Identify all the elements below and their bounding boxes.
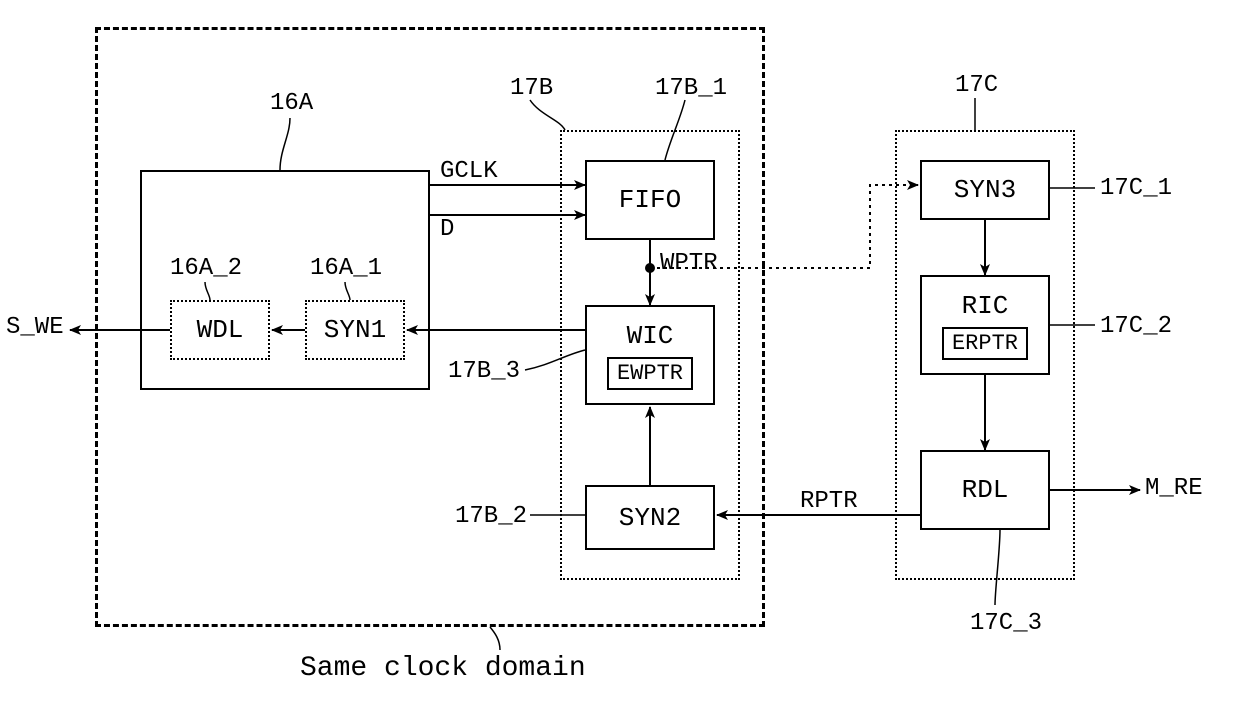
signal-RPTR: RPTR bbox=[800, 488, 858, 515]
ref-17B_3: 17B_3 bbox=[448, 358, 520, 385]
ref-17B_1: 17B_1 bbox=[655, 75, 727, 102]
label-SYN3: SYN3 bbox=[954, 175, 1016, 205]
block-16A-1: SYN1 bbox=[305, 300, 405, 360]
ref-16A: 16A bbox=[270, 90, 313, 117]
signal-D: D bbox=[440, 216, 454, 243]
label-EWPTR: EWPTR bbox=[607, 357, 693, 390]
diagram-canvas: WDL SYN1 FIFO WIC EWPTR SYN2 SYN3 RIC ER… bbox=[0, 0, 1239, 719]
label-FIFO: FIFO bbox=[619, 185, 681, 215]
label-SYN2: SYN2 bbox=[619, 503, 681, 533]
block-17B-2: SYN2 bbox=[585, 485, 715, 550]
label-SYN1: SYN1 bbox=[324, 315, 386, 345]
signal-WPTR: WPTR bbox=[660, 250, 718, 277]
signal-S_WE: S_WE bbox=[6, 314, 64, 341]
ref-17C_2: 17C_2 bbox=[1100, 313, 1172, 340]
ref-17C: 17C bbox=[955, 72, 998, 99]
ref-17B: 17B bbox=[510, 75, 553, 102]
ref-17B_2: 17B_2 bbox=[455, 503, 527, 530]
label-RDL: RDL bbox=[962, 475, 1009, 505]
block-17C-3: RDL bbox=[920, 450, 1050, 530]
clock-domain-caption: Same clock domain bbox=[300, 653, 586, 684]
label-ERPTR: ERPTR bbox=[942, 327, 1028, 360]
signal-GCLK: GCLK bbox=[440, 158, 498, 185]
ref-17C_3: 17C_3 bbox=[970, 610, 1042, 637]
block-17B-3: WIC EWPTR bbox=[585, 305, 715, 405]
ref-17C_1: 17C_1 bbox=[1100, 175, 1172, 202]
label-WDL: WDL bbox=[197, 315, 244, 345]
label-RIC: RIC bbox=[962, 291, 1009, 321]
block-17B-1: FIFO bbox=[585, 160, 715, 240]
block-17C-1: SYN3 bbox=[920, 160, 1050, 220]
block-17C-2: RIC ERPTR bbox=[920, 275, 1050, 375]
signal-M_RE: M_RE bbox=[1145, 475, 1203, 502]
ref-16A_1: 16A_1 bbox=[310, 255, 382, 282]
block-16A-2: WDL bbox=[170, 300, 270, 360]
label-WIC: WIC bbox=[627, 321, 674, 351]
ref-16A_2: 16A_2 bbox=[170, 255, 242, 282]
